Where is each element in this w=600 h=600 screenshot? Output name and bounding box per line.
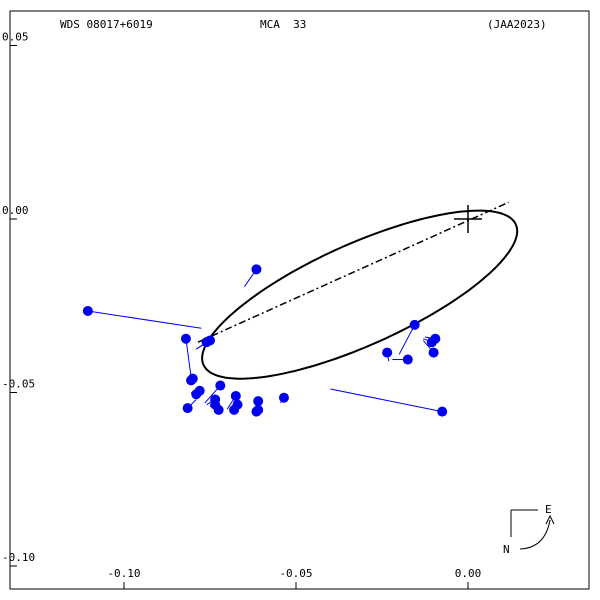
residual-line-21 bbox=[330, 388, 443, 413]
compass-east-label: E bbox=[545, 503, 552, 516]
compass-arrow bbox=[519, 519, 551, 550]
observation-point-14 bbox=[230, 390, 241, 401]
x-tick-label-1: -0.05 bbox=[279, 567, 312, 580]
observation-point-4 bbox=[205, 335, 215, 346]
y-tick-label-2: -0.05 bbox=[2, 378, 35, 391]
observation-point-21 bbox=[437, 406, 448, 417]
observation-point-8 bbox=[194, 385, 205, 396]
header-system-id: WDS 08017+6019 bbox=[60, 18, 153, 31]
orbit-group bbox=[197, 201, 519, 380]
observation-point-1 bbox=[251, 264, 262, 275]
line-of-nodes bbox=[197, 201, 509, 343]
primary-star-marker bbox=[454, 205, 482, 233]
residual-line-24 bbox=[398, 324, 416, 355]
y-tick-label-0: 0.05 bbox=[2, 31, 29, 44]
observation-point-17 bbox=[253, 396, 264, 407]
residual-line-2 bbox=[185, 338, 192, 377]
observation-point-0 bbox=[82, 305, 93, 316]
y-tick-label-3: -0.10 bbox=[2, 551, 35, 564]
compass: E N bbox=[503, 503, 555, 556]
observation-point-13 bbox=[213, 404, 224, 415]
observation-point-23 bbox=[402, 354, 413, 365]
plot-frame bbox=[9, 10, 590, 590]
x-tick-label-0: -0.10 bbox=[107, 567, 140, 580]
compass-axes bbox=[510, 509, 538, 537]
observation-point-22 bbox=[382, 347, 393, 358]
compass-arrowhead-icon bbox=[545, 514, 555, 525]
observation-points bbox=[82, 264, 448, 417]
x-tick-label-2: 0.00 bbox=[455, 567, 482, 580]
axes-group: -0.10 -0.05 0.00 0.05 0.00 -0.05 -0.10 bbox=[2, 31, 482, 589]
observation-point-6 bbox=[186, 375, 197, 386]
observation-point-9 bbox=[182, 403, 193, 414]
residual-lines bbox=[87, 269, 443, 413]
observation-point-27 bbox=[428, 347, 439, 358]
observation-point-2 bbox=[180, 333, 191, 344]
orbit-ellipse bbox=[201, 209, 519, 380]
observation-point-19 bbox=[253, 404, 264, 415]
header-reference: (JAA2023) bbox=[487, 18, 547, 31]
y-tick-label-1: 0.00 bbox=[2, 204, 29, 217]
observation-point-24 bbox=[409, 319, 420, 330]
observation-point-26 bbox=[430, 333, 441, 344]
header-star-name: MCA 33 bbox=[260, 18, 306, 31]
observation-point-16 bbox=[229, 404, 240, 415]
residual-line-0 bbox=[87, 310, 202, 329]
observation-point-20 bbox=[278, 392, 289, 403]
observation-point-10 bbox=[215, 380, 226, 391]
compass-north-label: N bbox=[503, 543, 510, 556]
